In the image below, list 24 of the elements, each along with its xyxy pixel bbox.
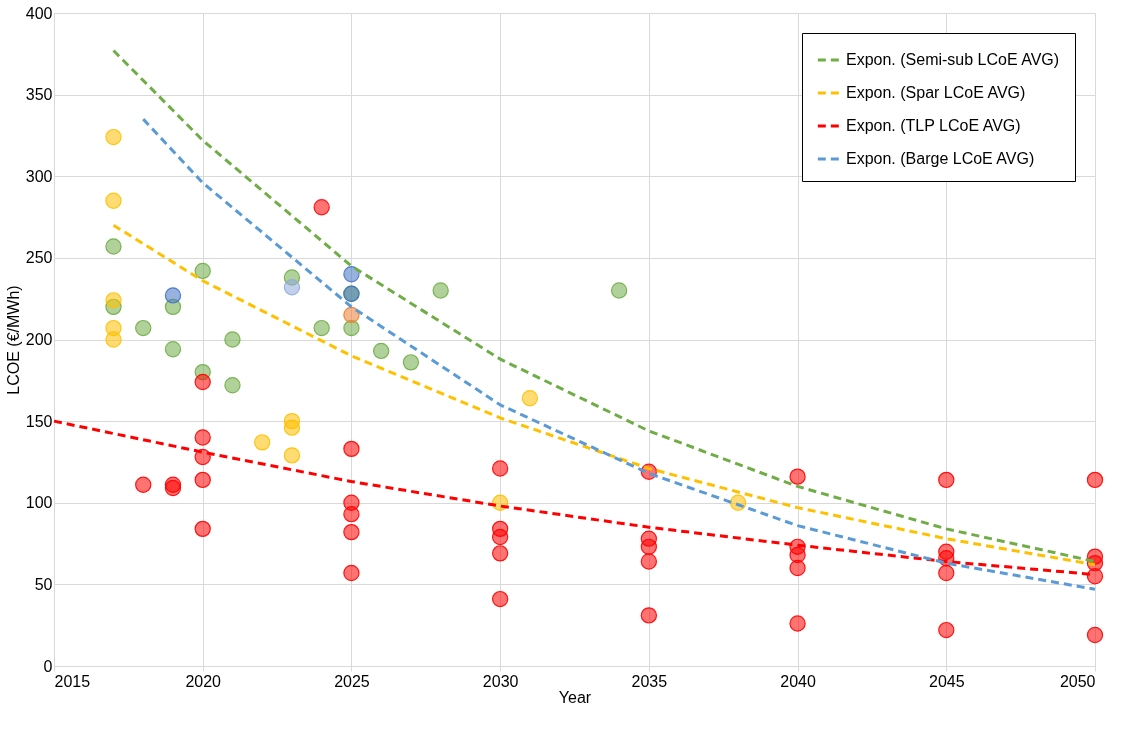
y-tick-label: 400 [25,4,53,22]
legend-label: Expon. (Barge LCoE AVG) [846,150,1035,167]
x-tick-label: 2045 [928,672,965,690]
y-tick-label: 50 [34,575,53,593]
x-tick-label: 2030 [482,672,519,690]
x-tick-label: 2025 [334,672,370,690]
y-axis-title: LCOE (€/MWh) [4,285,22,395]
y-tick-label: 300 [25,167,53,185]
x-tick-label: 2040 [780,672,816,690]
legend-label: Expon. (Spar LCoE AVG) [846,84,1026,101]
x-tick-label: 2050 [1059,672,1096,690]
y-tick-label: 200 [25,331,53,348]
x-tick-label: 2015 [54,672,91,690]
line-series [141,117,1097,591]
legend-label: Expon. (Semi-sub LCoE AVG) [846,51,1060,68]
x-axis-title: Year [558,688,592,706]
x-tick-label: 2035 [631,672,668,690]
y-tick-label: 150 [25,412,53,430]
y-tick-label: 100 [25,494,53,512]
y-tick-label: 350 [25,86,53,104]
y-tick-label: 250 [25,249,53,267]
legend-label: Expon. (TLP LCoE AVG) [846,117,1021,134]
x-tick-label: 2020 [185,672,222,690]
y-tick-label: 0 [43,657,53,675]
